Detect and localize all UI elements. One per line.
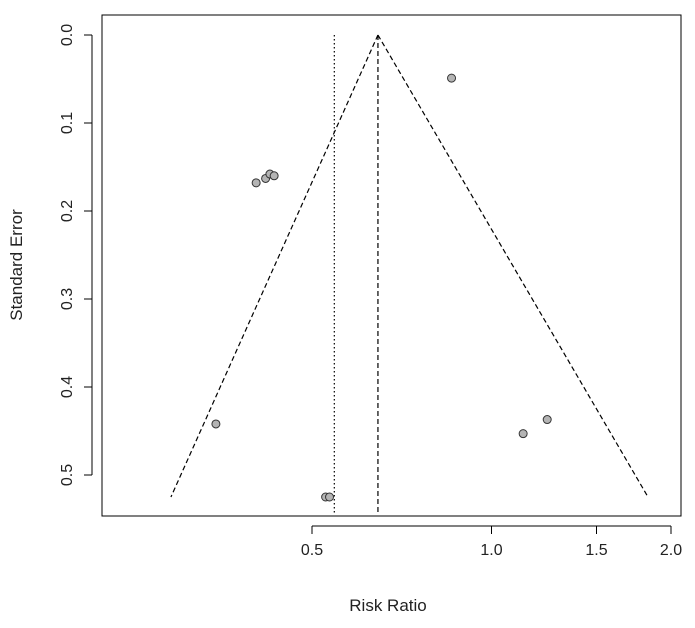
study-point xyxy=(211,419,221,429)
plot-frame xyxy=(101,14,682,517)
y-tick-label: 0.3 xyxy=(59,288,76,310)
axes: 0.5 1.0 1.5 2.0 0.0 0.1 0.2 0.3 0.4 0.5 xyxy=(59,14,682,559)
study-point xyxy=(251,178,261,188)
x-tick-label: 1.0 xyxy=(480,542,502,559)
study-point xyxy=(269,171,279,181)
y-tick-label: 0.1 xyxy=(59,112,76,134)
x-tick-label: 0.5 xyxy=(301,542,323,559)
study-point xyxy=(325,492,335,502)
study-point xyxy=(447,73,457,83)
funnel-lines xyxy=(170,34,649,515)
study-point xyxy=(518,429,528,439)
x-axis-label: Risk Ratio xyxy=(349,596,426,615)
y-axis-label: Standard Error xyxy=(7,209,26,321)
funnel-left-line xyxy=(170,34,379,498)
study-point xyxy=(542,415,552,425)
funnel-right-line xyxy=(377,34,649,498)
y-tick-label: 0.4 xyxy=(59,376,76,398)
study-points xyxy=(211,73,552,502)
y-tick-label: 0.2 xyxy=(59,200,76,222)
y-tick-label: 0.0 xyxy=(59,24,76,46)
y-tick-label: 0.5 xyxy=(59,464,76,486)
x-tick-label: 2.0 xyxy=(660,542,682,559)
x-tick-label: 1.5 xyxy=(585,542,607,559)
